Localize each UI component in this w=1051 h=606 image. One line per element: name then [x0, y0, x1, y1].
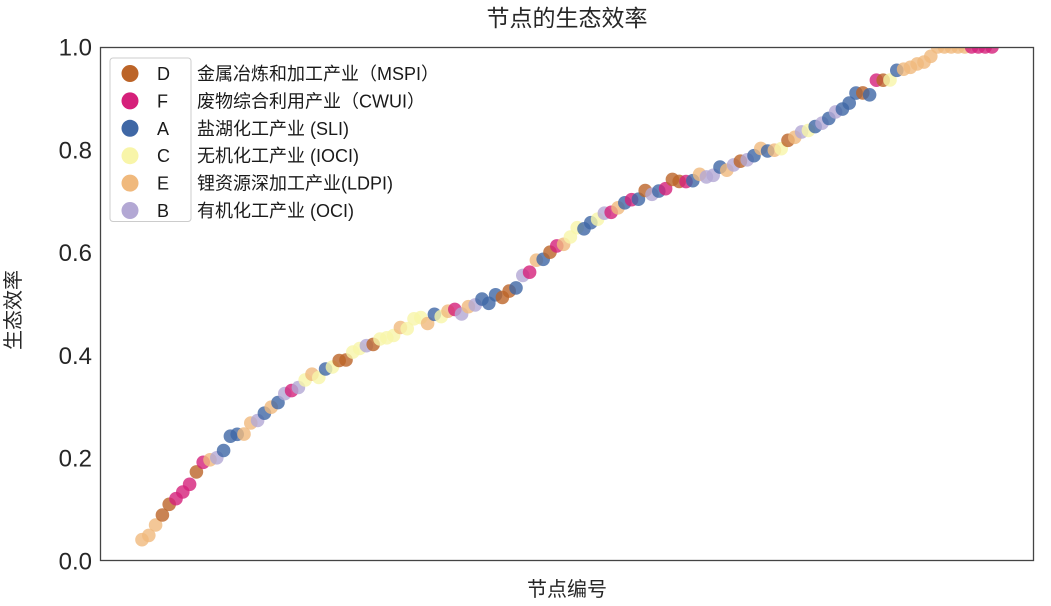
svg-text:节点编号: 节点编号 — [527, 578, 607, 601]
svg-text:D: D — [157, 64, 170, 84]
svg-text:盐湖化工产业 (SLI): 盐湖化工产业 (SLI) — [197, 119, 349, 139]
svg-text:F: F — [157, 91, 168, 111]
svg-text:B: B — [157, 201, 169, 221]
svg-text:E: E — [157, 174, 169, 194]
svg-text:1.0: 1.0 — [59, 35, 92, 62]
svg-text:0.4: 0.4 — [59, 343, 92, 370]
svg-text:0.2: 0.2 — [59, 446, 92, 473]
svg-text:无机化工产业 (IOCI): 无机化工产业 (IOCI) — [197, 146, 359, 166]
svg-text:0.6: 0.6 — [59, 240, 92, 267]
svg-text:0.0: 0.0 — [59, 549, 92, 576]
svg-text:金属冶炼和加工产业（MSPI）: 金属冶炼和加工产业（MSPI） — [197, 64, 439, 84]
svg-text:生态效率: 生态效率 — [2, 270, 25, 350]
svg-text:有机化工产业 (OCI): 有机化工产业 (OCI) — [197, 201, 354, 221]
svg-text:废物综合利用产业（CWUI）: 废物综合利用产业（CWUI） — [197, 91, 425, 111]
svg-text:C: C — [157, 146, 170, 166]
svg-text:0.8: 0.8 — [59, 137, 92, 164]
svg-text:A: A — [157, 119, 169, 139]
svg-text:锂资源深加工产业(LDPI): 锂资源深加工产业(LDPI) — [197, 174, 393, 194]
svg-text:节点的生态效率: 节点的生态效率 — [487, 5, 648, 31]
